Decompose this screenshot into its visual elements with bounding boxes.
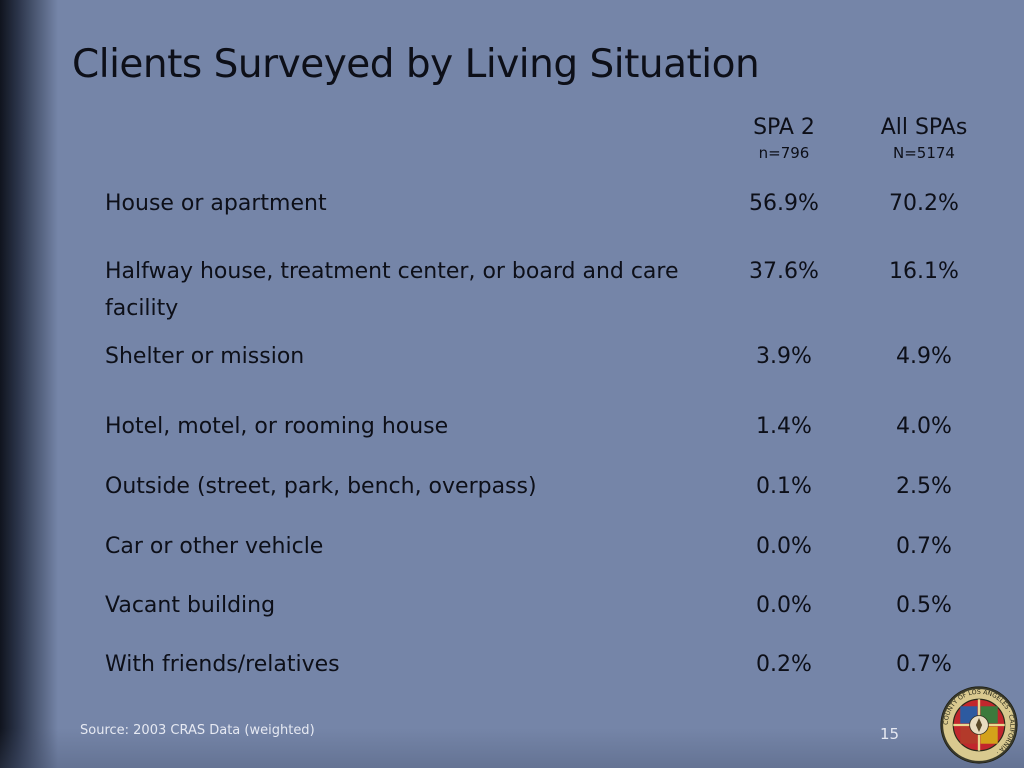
- row-value-all-spas: 0.5%: [896, 593, 952, 618]
- column-name: All SPAs: [880, 115, 968, 140]
- row-value-all-spas: 4.9%: [896, 344, 952, 369]
- row-label: House or apartment: [105, 191, 327, 216]
- slide-edge-shadow: [0, 0, 58, 768]
- row-value-spa2: 56.9%: [749, 191, 819, 216]
- row-value-spa2: 0.1%: [756, 474, 812, 499]
- row-value-spa2: 0.0%: [756, 593, 812, 618]
- row-value-all-spas: 4.0%: [896, 414, 952, 439]
- row-value-spa2: 0.0%: [756, 534, 812, 559]
- row-value-all-spas: 70.2%: [889, 191, 959, 216]
- source-note: Source: 2003 CRAS Data (weighted): [80, 723, 315, 738]
- row-value-all-spas: 0.7%: [896, 652, 952, 677]
- row-label: Outside (street, park, bench, overpass): [105, 474, 537, 499]
- page-number: 15: [880, 725, 900, 743]
- column-name: SPA 2: [753, 115, 815, 140]
- row-value-spa2: 37.6%: [749, 259, 819, 284]
- row-value-all-spas: 2.5%: [896, 474, 952, 499]
- county-seal-icon: COUNTY OF LOS ANGELES · CALIFORNIA ·: [940, 686, 1018, 764]
- row-label: With friends/relatives: [105, 652, 340, 677]
- row-label: Hotel, motel, or rooming house: [105, 414, 449, 439]
- column-header-spa2: SPA 2 n=796: [732, 114, 836, 164]
- column-sample-size: N=5174: [893, 144, 955, 162]
- row-value-spa2: 3.9%: [756, 344, 812, 369]
- slide-bottom-shade: [0, 728, 1024, 768]
- row-label: Car or other vehicle: [105, 534, 324, 559]
- column-header-all-spas: All SPAs N=5174: [863, 114, 985, 164]
- row-value-spa2: 1.4%: [756, 414, 812, 439]
- column-sample-size: n=796: [758, 144, 810, 162]
- slide-title: Clients Surveyed by Living Situation: [72, 42, 760, 87]
- row-value-all-spas: 0.7%: [896, 534, 952, 559]
- row-value-spa2: 0.2%: [756, 652, 812, 677]
- row-label: Vacant building: [105, 593, 276, 618]
- row-value-all-spas: 16.1%: [889, 259, 959, 284]
- row-label: Halfway house, treatment center, or boar…: [105, 259, 679, 321]
- row-label: Shelter or mission: [105, 344, 305, 369]
